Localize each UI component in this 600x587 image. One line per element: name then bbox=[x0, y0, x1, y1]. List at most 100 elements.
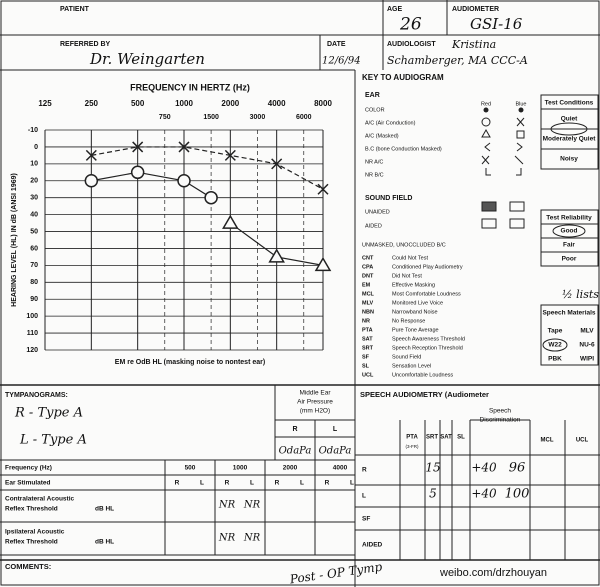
label: PATIENT bbox=[60, 6, 90, 13]
circled-answer bbox=[542, 338, 568, 352]
label: AUDIOMETER bbox=[452, 6, 499, 13]
label: dB HL bbox=[95, 506, 114, 513]
label: NU-6 bbox=[579, 342, 595, 349]
label: Quiet bbox=[561, 116, 578, 123]
label: Speech Materials bbox=[542, 310, 595, 317]
label: Narrowband Noise bbox=[392, 309, 438, 315]
label: AGE bbox=[387, 6, 403, 13]
series-line bbox=[91, 171, 212, 199]
label: OdaPa bbox=[279, 446, 312, 457]
label: +40 bbox=[471, 461, 497, 475]
data-point bbox=[178, 141, 190, 153]
x-tick-label: 2000 bbox=[221, 99, 239, 108]
label: DATE bbox=[327, 41, 346, 48]
x-tick-label: 1500 bbox=[203, 114, 219, 121]
label: Did Not Test bbox=[392, 273, 422, 279]
data-point bbox=[268, 248, 285, 263]
label: SOUND FIELD bbox=[365, 195, 412, 202]
data-point bbox=[130, 165, 145, 180]
label: 12/6/94 bbox=[322, 56, 361, 67]
box bbox=[540, 94, 599, 170]
label: REFERRED BY bbox=[60, 41, 111, 48]
label: Sensation Level bbox=[392, 363, 431, 369]
label: SAT bbox=[362, 336, 373, 342]
label: TYMPANOGRAMS: bbox=[5, 392, 68, 399]
label: Test Reliability bbox=[546, 215, 592, 222]
label: No Response bbox=[392, 318, 425, 324]
label: A/C (Masked) bbox=[365, 133, 399, 139]
label: L bbox=[362, 493, 366, 500]
circled-answer bbox=[550, 122, 588, 136]
label: Kristina bbox=[451, 38, 496, 51]
label: Frequency (Hz) bbox=[5, 465, 52, 472]
label: UNAIDED bbox=[365, 209, 390, 215]
label: Blue bbox=[515, 101, 526, 107]
label: AIDED bbox=[365, 223, 382, 229]
data-point bbox=[84, 174, 99, 188]
label: Speech bbox=[489, 408, 511, 415]
key-dot bbox=[483, 107, 489, 113]
x-tick-label: 250 bbox=[85, 99, 99, 108]
box bbox=[540, 304, 599, 366]
y-tick-label: 60 bbox=[30, 245, 38, 252]
label: PBK bbox=[548, 356, 562, 363]
axis-title: HEARING LEVEL (HL) IN dB (ANSI 1969) bbox=[11, 173, 18, 307]
label: Contralateral Acoustic bbox=[5, 496, 74, 503]
x-tick-label: 500 bbox=[131, 99, 145, 108]
label: Speech Awareness Threshold bbox=[392, 336, 465, 342]
data-point bbox=[317, 183, 329, 195]
label: L bbox=[200, 480, 204, 487]
label: Fair bbox=[563, 242, 575, 249]
label: NR bbox=[218, 533, 236, 544]
axis-title: FREQUENCY IN HERTZ (Hz) bbox=[130, 82, 250, 92]
y-tick-label: -10 bbox=[28, 127, 38, 134]
label: NBN bbox=[362, 309, 374, 315]
label: Poor bbox=[562, 256, 577, 263]
label: MCL bbox=[541, 438, 554, 444]
label: MLV bbox=[362, 300, 374, 306]
label: dB HL bbox=[95, 539, 114, 546]
label: NR bbox=[218, 500, 236, 511]
label: 5 bbox=[429, 487, 437, 501]
y-tick-label: 50 bbox=[30, 228, 38, 235]
label: 26 bbox=[399, 15, 422, 35]
label: ½ lists bbox=[562, 288, 599, 301]
label: 1000 bbox=[233, 465, 248, 472]
label: Noisy bbox=[560, 156, 578, 163]
label: Air Pressure bbox=[297, 399, 333, 406]
label: WIPI bbox=[580, 356, 594, 363]
label: NR bbox=[243, 500, 261, 511]
label: 15 bbox=[425, 461, 440, 475]
label: COMMENTS: bbox=[5, 562, 51, 571]
label: W22 bbox=[548, 342, 562, 349]
label: 100 bbox=[505, 487, 530, 502]
label: R bbox=[225, 480, 230, 487]
label: Good bbox=[561, 228, 578, 235]
label: EAR bbox=[365, 92, 380, 99]
label: R bbox=[362, 467, 367, 474]
label: UNMASKED, UNOCCLUDED B/C bbox=[362, 242, 446, 248]
label: NR B/C bbox=[365, 172, 384, 178]
label: Middle Ear bbox=[299, 390, 331, 397]
label: SAT bbox=[440, 435, 452, 441]
label: (3-FR) bbox=[406, 444, 419, 449]
label: PTA bbox=[362, 327, 373, 333]
label: R bbox=[175, 480, 180, 487]
label: SRT bbox=[362, 345, 374, 351]
y-tick-label: 0 bbox=[34, 144, 38, 151]
label: PTA bbox=[406, 435, 418, 441]
data-point bbox=[222, 214, 239, 229]
y-tick-label: 90 bbox=[30, 296, 38, 303]
label: Discrimination bbox=[480, 417, 521, 424]
x-tick-label: 1000 bbox=[175, 99, 193, 108]
label: Ear Stimulated bbox=[5, 480, 51, 487]
data-point bbox=[85, 149, 97, 161]
label: Effective Masking bbox=[392, 282, 435, 288]
label: UCL bbox=[576, 438, 589, 444]
label: COLOR bbox=[365, 107, 385, 113]
label: SL bbox=[362, 363, 370, 369]
label: KEY TO AUDIOGRAM bbox=[362, 73, 444, 82]
label: SF bbox=[362, 516, 370, 523]
label: L bbox=[300, 480, 304, 487]
